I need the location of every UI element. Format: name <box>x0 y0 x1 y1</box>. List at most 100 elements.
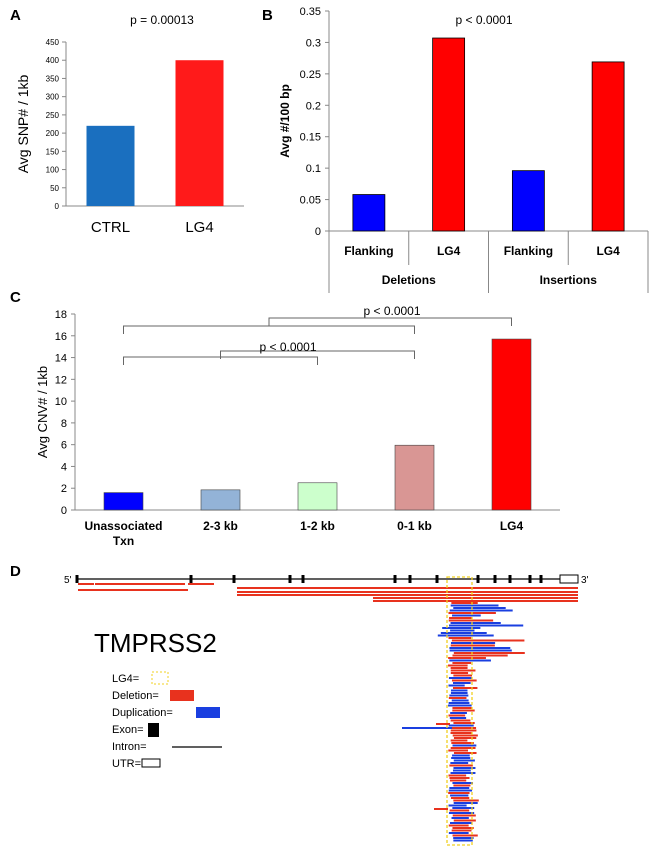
duplication-segment <box>450 689 468 692</box>
y-tick-label: 250 <box>46 111 60 120</box>
utr-legend-swatch <box>141 758 161 768</box>
x-tick-label: LG4 <box>500 519 524 533</box>
deletion-segment <box>448 637 472 639</box>
exon-legend-swatch <box>148 723 159 737</box>
deletion-segment <box>453 737 477 739</box>
p-value-annotation: p < 0.0001 <box>259 340 316 354</box>
panel-label-c: C <box>10 289 21 306</box>
legend-label: Intron= <box>112 741 147 753</box>
x-tick-label: Txn <box>113 534 134 548</box>
duplication-segment <box>452 782 474 784</box>
bar-lg4 <box>175 60 224 206</box>
deletion-segment <box>448 824 469 827</box>
deletion-segment <box>450 727 477 729</box>
duplication-segment <box>452 754 470 757</box>
p-value-annotation: p = 0.00013 <box>130 13 194 27</box>
deletion-legend-swatch <box>170 690 194 701</box>
chart-b: 0 0.05 0.1 0.15 0.2 0.25 0.3 0.35 Flanking LG4 Fla… <box>278 6 649 293</box>
duplication-segment <box>452 614 481 617</box>
y-tick-label: 200 <box>46 129 60 138</box>
p-value-annotation: p < 0.0001 <box>363 304 420 318</box>
deletion-segment <box>188 583 214 585</box>
deletion-segment <box>436 723 450 725</box>
exon-mark <box>493 575 497 583</box>
deletion-segment <box>450 732 472 734</box>
deletion-segment <box>452 814 476 817</box>
x-tick-label: LG4 <box>596 244 620 258</box>
chart-a: 0 50 100 150 200 250 300 350 400 450 CTRL LG4 p = 0.… <box>15 13 244 236</box>
deletion-segment <box>448 714 466 717</box>
exon-mark <box>232 575 236 583</box>
duplication-segment <box>442 627 481 629</box>
deletion-segment <box>373 600 578 602</box>
duplication-segment <box>453 767 476 769</box>
y-tick-label: 0.2 <box>306 100 321 112</box>
duplication-segment <box>452 807 475 809</box>
duplication-segment <box>437 634 494 637</box>
deletion-segment <box>452 662 472 664</box>
exon-mark <box>75 575 79 583</box>
exon-mark <box>393 575 397 583</box>
deletion-segment <box>451 679 477 682</box>
deletion-segment <box>448 749 469 752</box>
deletion-segment <box>450 747 476 749</box>
duplication-segment <box>450 794 469 797</box>
duplication-segment <box>448 684 465 687</box>
deletion-segment <box>452 687 478 689</box>
duplication-segment <box>450 822 472 824</box>
y-tick-label: 50 <box>50 184 59 193</box>
lg4-legend-swatch <box>151 671 169 685</box>
deletion-segment <box>453 784 471 787</box>
deletion-segment <box>237 594 578 596</box>
y-tick-label: 8 <box>61 418 67 430</box>
duplication-segment <box>453 759 475 762</box>
y-tick-label: 18 <box>55 309 67 321</box>
duplication-segment <box>452 744 477 747</box>
duplication-segment <box>448 832 469 834</box>
group-label: Deletions <box>382 273 436 287</box>
duplication-segment <box>450 622 501 624</box>
deletion-segment <box>453 819 476 822</box>
panel-label-b: B <box>262 7 273 24</box>
bar-insertions-flanking <box>511 170 545 232</box>
legend-label: Exon= <box>112 724 144 736</box>
p-value-annotation: p < 0.0001 <box>455 13 512 27</box>
y-axis-label: Avg #/100 bp <box>278 84 292 158</box>
x-tick-label: LG4 <box>185 219 213 236</box>
deletion-segment <box>450 667 468 669</box>
three-prime-label: 3' <box>581 575 589 586</box>
y-tick-label: 0.25 <box>300 69 321 81</box>
y-tick-label: 0 <box>55 202 60 211</box>
x-tick-label: 0-1 kb <box>397 519 432 533</box>
panel-d-gene-map: 5' 3' TMPRSS2 LG4= Deletion= Duplication= Exon… <box>64 574 589 846</box>
deletion-segment <box>78 589 188 591</box>
deletion-segment <box>453 752 477 754</box>
duplication-segment <box>452 682 471 684</box>
exon-mark <box>288 575 292 583</box>
duplication-segment <box>449 787 470 789</box>
deletion-segment <box>450 797 470 799</box>
significance-bracket <box>220 350 415 359</box>
duplication-segment <box>450 692 468 694</box>
y-tick-label: 0.1 <box>306 163 321 175</box>
legend-label: Deletion= <box>112 690 159 702</box>
five-prime-label: 5' <box>64 575 72 586</box>
deletion-segment <box>450 669 476 672</box>
duplication-segment <box>449 717 467 719</box>
panel-label-a: A <box>10 7 21 24</box>
deletion-segment <box>452 707 472 709</box>
legend-label: UTR= <box>112 758 141 770</box>
y-tick-label: 16 <box>55 331 67 343</box>
deletion-segment <box>452 734 478 737</box>
duplication-segment <box>448 677 472 679</box>
duplication-segment <box>440 632 487 634</box>
y-tick-label: 0.35 <box>300 6 321 18</box>
deletion-segment <box>448 792 470 794</box>
deletion-segment <box>237 587 578 589</box>
y-tick-label: 0 <box>315 226 321 238</box>
y-tick-label: 0.05 <box>300 195 321 207</box>
significance-bracket <box>123 325 415 334</box>
duplication-segment <box>449 659 491 662</box>
duplication-segment <box>449 624 524 627</box>
